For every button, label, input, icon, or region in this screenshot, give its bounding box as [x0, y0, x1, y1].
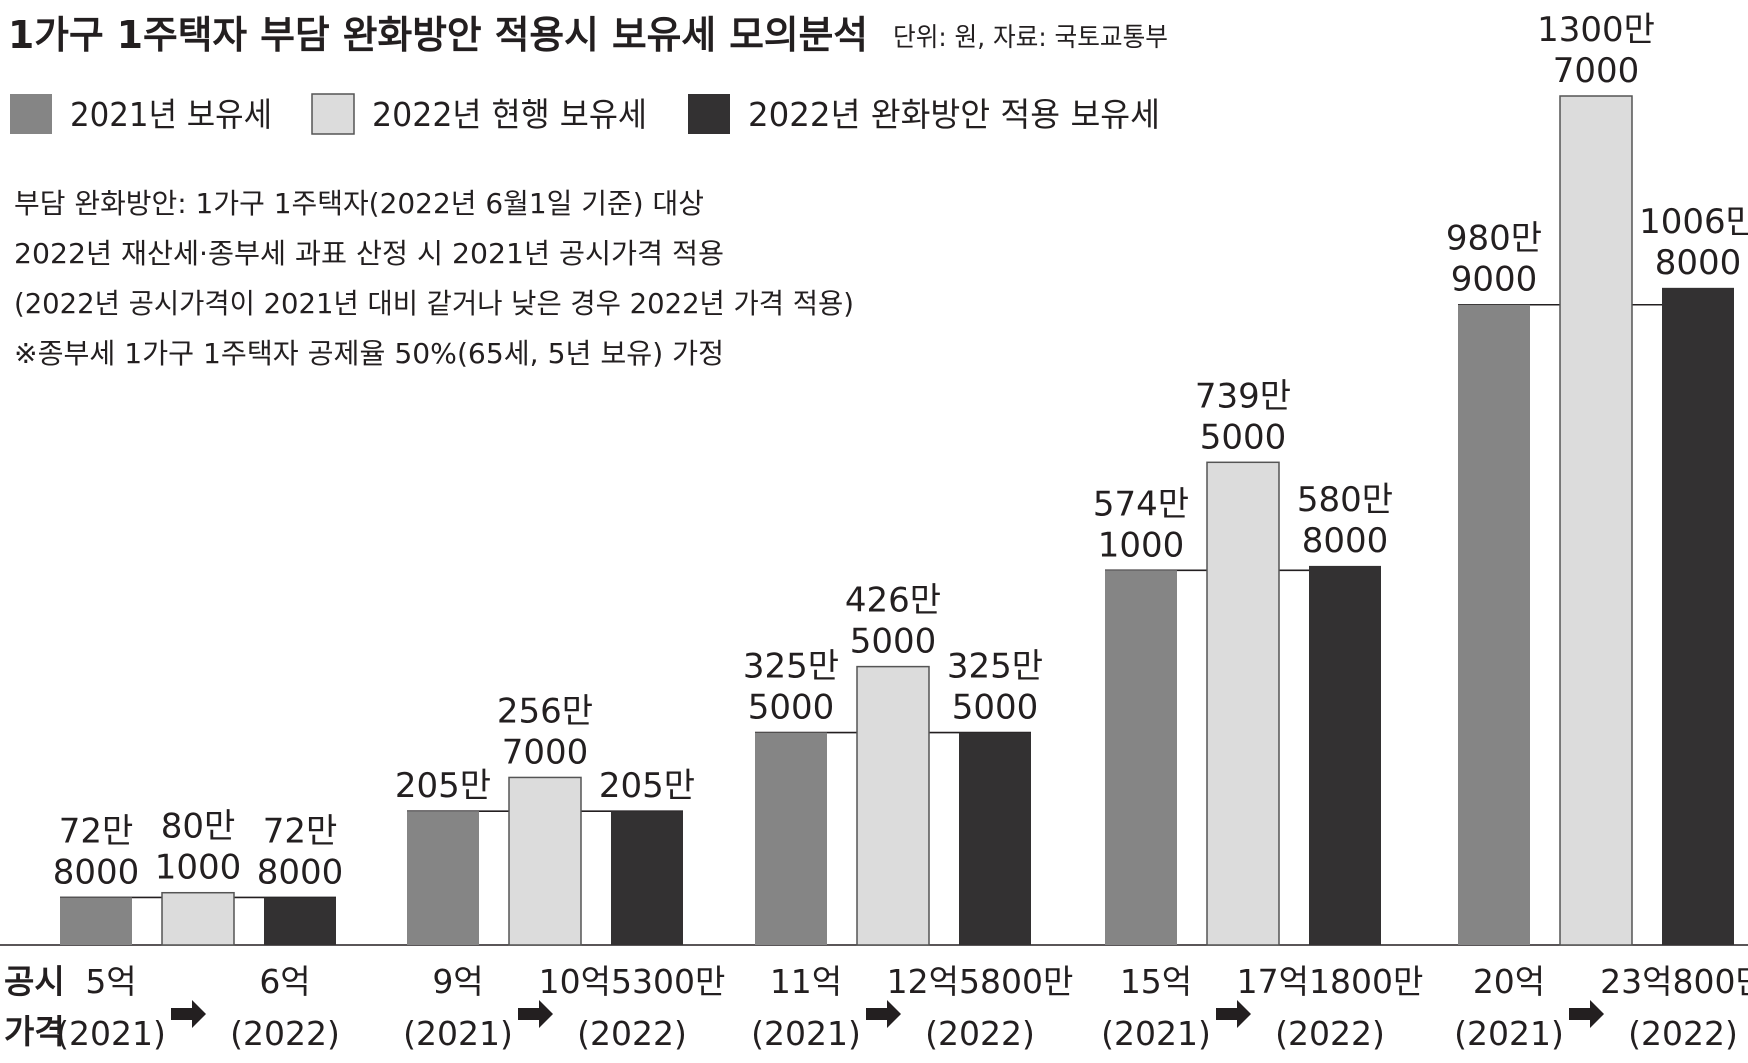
- bar-2021: [755, 732, 827, 945]
- tick-label: (2022): [230, 1014, 340, 1053]
- bar-2021: [60, 897, 132, 945]
- data-label: 1000: [155, 848, 242, 888]
- tick-label: (2021): [56, 1014, 166, 1053]
- data-label: 1300만: [1537, 10, 1655, 50]
- bar-2022-relief: [959, 732, 1031, 945]
- bar-2021: [1105, 570, 1177, 945]
- arrow-right-icon: [1216, 1000, 1251, 1028]
- data-label: 5000: [748, 688, 835, 728]
- legend-label-2021: 2021년 보유세: [70, 95, 272, 134]
- data-label: 256만: [497, 691, 593, 731]
- note-line: 부담 완화방안: 1가구 1주택자(2022년 6월1일 기준) 대상: [14, 187, 704, 220]
- data-label: 8000: [1655, 243, 1742, 283]
- notes: 부담 완화방안: 1가구 1주택자(2022년 6월1일 기준) 대상 2022…: [14, 187, 854, 370]
- legend: 2021년 보유세 2022년 현행 보유세 2022년 완화방안 적용 보유세: [10, 93, 1160, 135]
- tick-label: 10억5300만: [539, 962, 726, 1001]
- data-label: 7000: [1553, 51, 1640, 91]
- note-line: 2022년 재산세·종부세 과표 산정 시 2021년 공시가격 적용: [14, 237, 724, 270]
- legend-label-2022-relief: 2022년 완화방안 적용 보유세: [748, 95, 1160, 134]
- bar-2022-current: [508, 776, 582, 946]
- bar-2022-current: [161, 891, 235, 946]
- data-label: 1000: [1098, 525, 1185, 565]
- data-label: 5000: [850, 622, 937, 662]
- x-axis-label: 공시: [4, 962, 65, 1001]
- data-label: 7000: [502, 732, 589, 772]
- tick-label: (2021): [1101, 1014, 1211, 1053]
- tick-label: 9억: [432, 962, 483, 1001]
- bar-2021: [1458, 304, 1530, 946]
- tick-label: 11억: [770, 962, 842, 1001]
- x-axis-label: 가격: [4, 1012, 65, 1051]
- tick-label: 6억: [259, 962, 310, 1001]
- arrow-right-icon: [866, 1000, 901, 1028]
- data-label: 325만: [947, 647, 1043, 687]
- legend-swatch-2021: [10, 94, 52, 134]
- data-label: 426만: [845, 581, 941, 621]
- note-line: ※종부세 1가구 1주택자 공제율 50%(65세, 5년 보유) 가정: [14, 337, 724, 370]
- data-label: 5000: [1200, 417, 1287, 457]
- tick-label: (2022): [577, 1014, 687, 1053]
- data-label: 980만: [1446, 219, 1542, 259]
- tick-label: 5억: [85, 962, 136, 1001]
- tick-label: (2022): [1628, 1014, 1738, 1053]
- arrow-right-icon: [171, 1000, 206, 1028]
- data-label: 1006만: [1639, 202, 1748, 242]
- tick-label: 12억5800만: [887, 962, 1074, 1001]
- data-label: 8000: [257, 852, 344, 892]
- data-label: 72만: [59, 811, 134, 851]
- arrow-right-icon: [1569, 1000, 1604, 1028]
- tick-label: (2021): [1454, 1014, 1564, 1053]
- tick-label: (2021): [403, 1014, 513, 1053]
- data-label: 205만: [395, 766, 491, 806]
- tick-label: (2021): [751, 1014, 861, 1053]
- arrow-right-icon: [518, 1000, 553, 1028]
- bar-2022-relief: [611, 811, 683, 945]
- source-note: 단위: 원, 자료: 국토교통부: [893, 23, 1168, 53]
- legend-label-2022-current: 2022년 현행 보유세: [372, 95, 647, 134]
- data-label: 80만: [161, 807, 236, 847]
- data-label: 325만: [743, 647, 839, 687]
- bar-2022-current: [1206, 461, 1280, 946]
- note-line: (2022년 공시가격이 2021년 대비 같거나 낮은 경우 2022년 가격…: [14, 287, 854, 320]
- tick-label: (2022): [1275, 1014, 1385, 1053]
- chart-title: 1가구 1주택자 부담 완화방안 적용시 보유세 모의분석: [8, 13, 868, 57]
- tick-label: 15억: [1120, 962, 1192, 1001]
- tick-label: 23억800만: [1600, 962, 1748, 1001]
- legend-swatch-2022-current: [311, 93, 355, 135]
- bar-2022-relief: [1309, 565, 1381, 945]
- data-label: 580만: [1297, 480, 1393, 520]
- bar-2021: [407, 811, 479, 945]
- data-label: 739만: [1195, 376, 1291, 416]
- data-label: 5000: [952, 688, 1039, 728]
- bar-2022-current: [1559, 95, 1633, 946]
- data-label: 574만: [1093, 484, 1189, 524]
- data-label: 72만: [263, 811, 338, 851]
- legend-swatch-2022-relief: [688, 94, 730, 134]
- data-label: 205만: [599, 766, 695, 806]
- data-label: 8000: [53, 852, 140, 892]
- plot-area: 72만800080만100072만80005억(2021)6억(2022)205…: [53, 10, 1748, 1053]
- bar-2022-relief: [1662, 287, 1734, 945]
- bar-2022-current: [856, 665, 930, 946]
- tick-label: 20억: [1473, 962, 1545, 1001]
- data-label: 9000: [1451, 260, 1538, 300]
- data-label: 8000: [1302, 521, 1389, 561]
- tick-label: (2022): [925, 1014, 1035, 1053]
- bar-2022-relief: [264, 897, 336, 945]
- tick-label: 17억1800만: [1237, 962, 1424, 1001]
